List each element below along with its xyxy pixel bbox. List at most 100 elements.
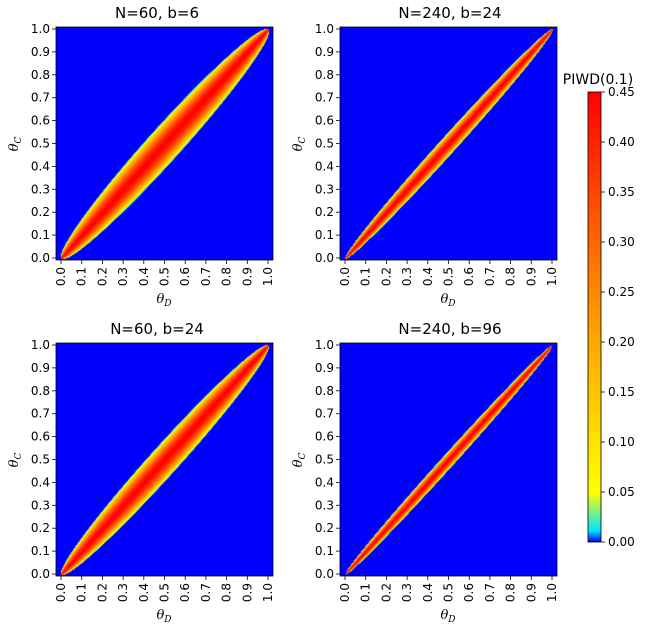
y-tick-label: 0.7 [315,91,334,105]
panel-2-heatmap [340,27,557,260]
y-tick-label: 0.9 [315,45,334,59]
colorbar-tick-label: 0.25 [608,285,635,299]
panel-2: N=240, b=24 0.0 0.1 0.2 0.3 0.4 0.5 0.6 0.7 0.8 0… [291,4,559,309]
colorbar-tick-label: 0.45 [608,85,635,99]
colorbar-tick-label: 0.30 [608,235,635,249]
panel-3-x-label: θD [156,608,171,625]
colorbar-tick-label: 0.05 [608,485,635,499]
panel-3-title: N=60, b=24 [110,320,204,338]
panel-2-y-label: θC [291,137,308,152]
y-tick-label: 0.0 [315,567,334,581]
colorbar-tick-label: 0.20 [608,335,635,349]
panel-1-title: N=60, b=6 [115,4,199,22]
y-tick-label: 0.1 [31,228,50,242]
x-tick-label: 0.3 [400,267,414,286]
x-tick-label: 0.0 [54,267,68,286]
x-tick-label: 0.8 [504,267,518,286]
y-tick-label: 0.2 [31,205,50,219]
y-tick-label: 1.0 [31,338,50,352]
panel-4-y-label: θC [291,453,308,468]
panel-1: N=60, b=6 0.0 0.1 0.2 0.3 0.4 0.5 0.6 0.7 0.8 0.9… [7,4,275,309]
x-tick-label: 0.5 [442,583,456,602]
panel-1-y-label: θC [7,137,24,152]
y-tick-label: 0.4 [31,159,50,173]
x-tick-label: 0.8 [220,267,234,286]
y-tick-label: 0.9 [31,361,50,375]
x-tick-label: 0.0 [54,583,68,602]
panel-1-heatmap [56,27,273,260]
panel-1-x-ticks: 0.0 0.1 0.2 0.3 0.4 0.5 0.6 0.7 0.8 0.9 1.0 [54,260,275,286]
x-tick-label: 1.0 [261,583,275,602]
x-tick-label: 0.5 [158,267,172,286]
panel-3-heatmap [56,343,273,576]
y-tick-label: 0.5 [31,137,50,151]
y-tick-label: 0.2 [31,521,50,535]
y-tick-label: 0.3 [315,498,334,512]
x-tick-label: 0.7 [199,583,213,602]
y-tick-label: 0.6 [315,430,334,444]
y-tick-label: 0.1 [31,544,50,558]
y-tick-label: 0.9 [315,361,334,375]
panel-2-x-label: θD [440,292,455,309]
y-tick-label: 0.9 [31,45,50,59]
panel-4-heatmap-fo [340,343,557,576]
y-tick-label: 0.0 [315,251,334,265]
x-tick-label: 0.0 [338,267,352,286]
panel-3-x-ticks: 0.0 0.1 0.2 0.3 0.4 0.5 0.6 0.7 0.8 0.9 1.0 [54,576,275,602]
y-tick-label: 0.7 [31,407,50,421]
y-tick-label: 0.8 [315,68,334,82]
y-tick-label: 0.5 [315,137,334,151]
y-tick-label: 0.2 [315,521,334,535]
x-tick-label: 0.6 [462,583,476,602]
colorbar-title: PIWD(0.1) [563,72,633,88]
x-tick-label: 1.0 [261,267,275,286]
panel-2-x-ticks: 0.0 0.1 0.2 0.3 0.4 0.5 0.6 0.7 0.8 0.9 1.0 [338,260,559,286]
x-tick-label: 0.9 [240,267,254,286]
colorbar-tick-label: 0.10 [608,435,635,449]
y-tick-label: 0.3 [31,498,50,512]
x-tick-label: 0.2 [95,583,109,602]
colorbar-tick-label: 0.00 [608,535,635,549]
panel-1-heatmap-fo [56,27,273,260]
y-tick-label: 1.0 [315,338,334,352]
x-tick-label: 0.7 [483,267,497,286]
x-tick-label: 0.4 [421,583,435,602]
y-tick-label: 0.8 [315,384,334,398]
y-tick-label: 0.5 [31,453,50,467]
x-tick-label: 0.2 [379,583,393,602]
x-tick-label: 0.3 [400,583,414,602]
x-tick-label: 0.6 [178,267,192,286]
y-tick-label: 0.4 [31,475,50,489]
y-tick-label: 0.6 [315,114,334,128]
panel-4-title: N=240, b=96 [398,320,501,338]
x-tick-label: 0.3 [116,267,130,286]
panel-2-title: N=240, b=24 [398,4,501,22]
y-tick-label: 0.0 [31,251,50,265]
x-tick-label: 0.1 [359,583,373,602]
x-tick-label: 0.1 [75,583,89,602]
y-tick-label: 0.1 [315,544,334,558]
panel-4-x-ticks: 0.0 0.1 0.2 0.3 0.4 0.5 0.6 0.7 0.8 0.9 1.0 [338,576,559,602]
x-tick-label: 0.2 [379,267,393,286]
y-tick-label: 0.2 [315,205,334,219]
colorbar-tick-label: 0.40 [608,135,635,149]
x-tick-label: 0.4 [137,267,151,286]
panel-2-heatmap-fo [340,27,557,260]
y-tick-label: 0.7 [315,407,334,421]
x-tick-label: 1.0 [545,267,559,286]
x-tick-label: 0.1 [75,267,89,286]
y-tick-label: 0.4 [315,159,334,173]
x-tick-label: 0.9 [524,583,538,602]
y-tick-label: 1.0 [315,22,334,36]
panel-3-heatmap-fo [56,343,273,576]
panel-4-heatmap [340,343,557,576]
colorbar-gradient [587,91,602,543]
colorbar-ticks: 0.00 0.05 0.10 0.15 0.20 0.25 0.30 0.35 0.40 0.45 [601,85,635,549]
x-tick-label: 0.0 [338,583,352,602]
y-tick-label: 1.0 [31,22,50,36]
y-tick-label: 0.1 [315,228,334,242]
colorbar: PIWD(0.1) 0.000.050.100.150.200.250.300.… [563,72,635,549]
x-tick-label: 0.7 [199,267,213,286]
x-tick-label: 0.9 [240,583,254,602]
x-tick-label: 0.4 [137,583,151,602]
